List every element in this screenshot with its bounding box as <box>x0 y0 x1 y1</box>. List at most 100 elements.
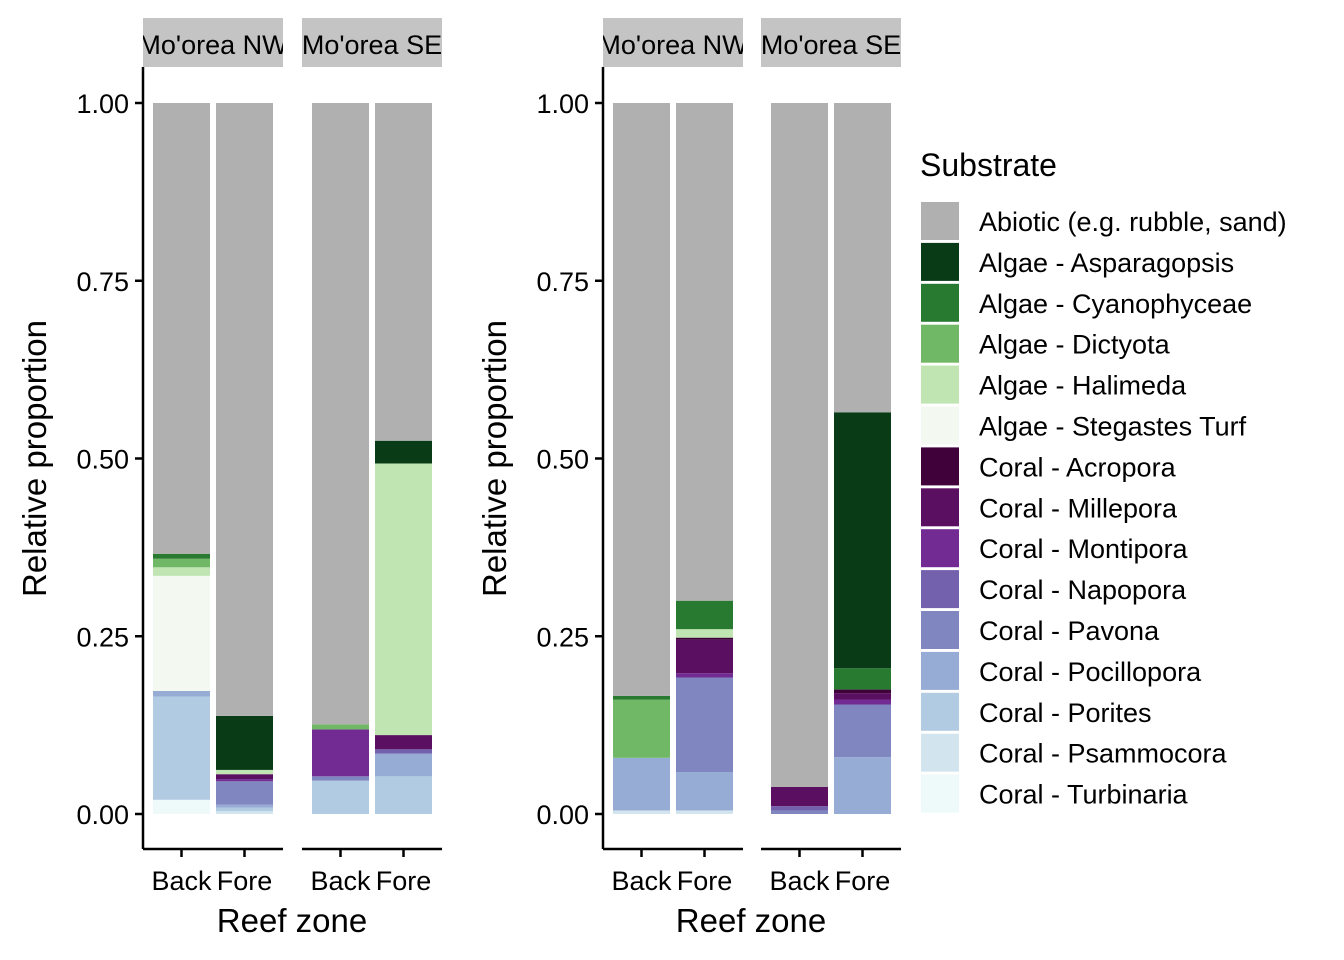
bar-segment <box>834 757 891 814</box>
legend-label: Coral - Turbinaria <box>979 780 1189 810</box>
legend-key <box>921 365 959 404</box>
bar-segment <box>613 103 670 696</box>
x-axis-title: Reef zone <box>676 902 826 939</box>
legend-key <box>921 283 959 322</box>
facet-strip <box>603 18 743 67</box>
bar-segment <box>834 103 891 413</box>
bar-segment <box>834 704 891 758</box>
x-tick-label: Back <box>310 866 371 896</box>
legend-key <box>921 611 959 649</box>
bar-segment <box>153 799 210 814</box>
bar-back <box>771 103 828 814</box>
legend-label: Algae - Halimeda <box>979 371 1187 401</box>
legend-label: Coral - Acropora <box>979 452 1177 482</box>
bar-fore <box>676 103 733 814</box>
facet-strip-label: Mo'orea NW <box>598 30 748 60</box>
bar-segment <box>375 103 432 441</box>
legend-item: Coral - Pocillopora <box>921 651 1202 690</box>
bar-segment <box>613 695 670 700</box>
bar-segment <box>375 463 432 736</box>
legend-key <box>921 242 959 281</box>
legend-item: Coral - Millepora <box>921 488 1178 527</box>
bar-segment <box>676 103 733 601</box>
legend-key <box>921 488 959 527</box>
legend: Substrate Abiotic (e.g. rubble, sand) Alga… <box>920 147 1287 813</box>
bar-segment <box>834 668 891 690</box>
legend-key <box>921 570 959 609</box>
bar-segment <box>216 807 273 812</box>
legend-label: Coral - Pavona <box>979 616 1160 646</box>
bar-segment <box>153 553 210 559</box>
facet-1: Back Fore <box>603 103 743 896</box>
y-tick-label: 0.00 <box>76 800 129 830</box>
legend-item: Coral - Pavona <box>921 611 1160 649</box>
legend-key <box>921 324 959 363</box>
legend-title: Substrate <box>920 147 1057 183</box>
bar-segment <box>375 735 432 750</box>
bar-segment <box>771 103 828 787</box>
y-tick-label: 0.50 <box>76 445 129 475</box>
bar-segment <box>834 689 891 694</box>
legend-item: Algae - Stegastes Turf <box>921 406 1247 445</box>
bar-segment <box>216 779 273 782</box>
y-tick-label: 0.25 <box>536 622 589 652</box>
facet-strip-label: Mo'orea NW <box>138 30 288 60</box>
legend-label: Coral - Porites <box>979 698 1152 728</box>
bar-segment <box>216 774 273 780</box>
y-axis-title: Relative proportion <box>16 320 53 597</box>
x-tick-label: Fore <box>677 866 733 896</box>
y-tick-label: 0.25 <box>76 622 129 652</box>
bar-segment <box>676 677 733 773</box>
bar-segment <box>771 786 828 807</box>
bar-segment <box>216 804 273 808</box>
bar-segment <box>153 696 210 800</box>
y-tick-label: 0.75 <box>76 267 129 297</box>
bar-segment <box>676 810 733 814</box>
legend-key <box>921 774 959 813</box>
bar-segment <box>375 749 432 754</box>
legend-key <box>921 692 959 731</box>
legend-label: Coral - Millepora <box>979 493 1178 523</box>
x-tick-label: Back <box>151 866 212 896</box>
x-tick-label: Back <box>769 866 830 896</box>
legend-label: Algae - Dictyota <box>979 330 1171 360</box>
bar-fore <box>375 103 432 814</box>
legend-label: Coral - Pocillopora <box>979 657 1202 687</box>
legend-item: Coral - Turbinaria <box>921 774 1189 813</box>
bar-segment <box>216 781 273 805</box>
y-axis-title: Relative proportion <box>476 320 513 597</box>
bar-segment <box>375 776 432 814</box>
bar-segment <box>676 639 733 674</box>
bar-segment <box>676 629 733 638</box>
y-tick-label: 0.75 <box>536 267 589 297</box>
bar-segment <box>153 567 210 576</box>
bar-segment <box>834 699 891 705</box>
x-tick-label: Back <box>611 866 672 896</box>
bar-segment <box>834 693 891 700</box>
bar-segment <box>153 575 210 691</box>
legend-label: Coral - Montipora <box>979 534 1189 564</box>
x-tick-label: Fore <box>217 866 273 896</box>
facet-strip-label: Mo'orea SE <box>761 30 901 60</box>
bar-segment <box>153 558 210 568</box>
legend-item: Coral - Montipora <box>921 529 1189 568</box>
facet-strip <box>761 18 901 67</box>
facet-strip-label: Mo'orea SE <box>302 30 442 60</box>
facet-strip <box>143 18 283 67</box>
bar-segment <box>216 103 273 716</box>
legend-label: Algae - Stegastes Turf <box>979 412 1247 442</box>
bar-segment <box>676 772 733 811</box>
legend-key <box>921 202 959 240</box>
legend-item: Coral - Napopora <box>921 570 1187 609</box>
bar-fore <box>834 103 891 814</box>
legend-item: Coral - Acropora <box>921 447 1177 486</box>
bar-segment <box>312 729 369 777</box>
bar-segment <box>613 699 670 758</box>
bar-segment <box>834 412 891 669</box>
bar-segment <box>676 600 733 630</box>
bar-segment <box>216 769 273 775</box>
legend-item: Abiotic (e.g. rubble, sand) <box>921 202 1287 240</box>
panel-1: Mo'orea NW Mo'orea SE 0.00 0.25 0.50 0.75 1.00… <box>16 18 442 939</box>
legend-label: Coral - Napopora <box>979 575 1187 605</box>
